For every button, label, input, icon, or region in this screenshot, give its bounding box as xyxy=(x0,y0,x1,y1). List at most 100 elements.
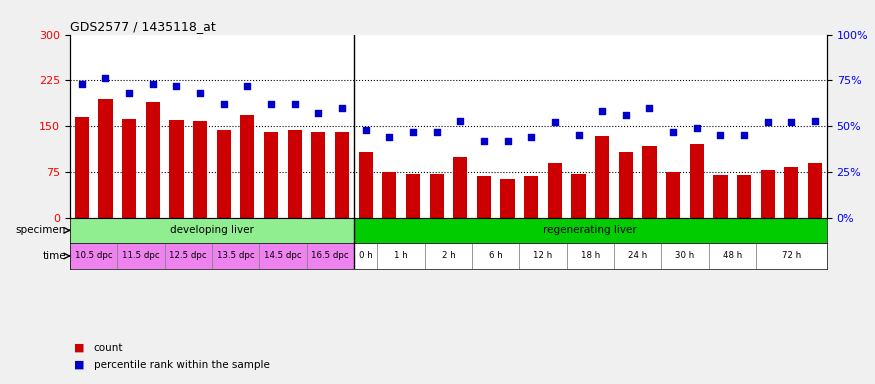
Bar xyxy=(217,130,231,218)
Bar xyxy=(264,132,278,218)
Bar xyxy=(713,175,727,218)
Bar xyxy=(430,174,444,218)
Bar xyxy=(241,115,255,218)
Bar xyxy=(335,132,349,218)
Text: 0 h: 0 h xyxy=(359,252,373,260)
Point xyxy=(146,81,160,87)
Bar xyxy=(170,120,184,218)
Text: 2 h: 2 h xyxy=(442,252,455,260)
Point xyxy=(382,134,396,140)
Point xyxy=(217,101,231,107)
Text: 24 h: 24 h xyxy=(628,252,648,260)
Bar xyxy=(354,243,377,269)
Bar xyxy=(784,167,799,218)
Point xyxy=(477,137,491,144)
Text: ■: ■ xyxy=(74,360,85,370)
Text: 12.5 dpc: 12.5 dpc xyxy=(170,252,207,260)
Point xyxy=(808,118,822,124)
Text: 72 h: 72 h xyxy=(781,252,801,260)
Bar xyxy=(548,163,562,218)
Bar xyxy=(737,175,751,218)
Bar xyxy=(212,243,259,269)
Bar xyxy=(98,99,113,218)
Text: developing liver: developing liver xyxy=(170,225,254,235)
Bar xyxy=(70,218,354,243)
Bar xyxy=(382,172,396,218)
Bar xyxy=(288,130,302,218)
Bar xyxy=(117,243,164,269)
Bar xyxy=(808,163,822,218)
Text: specimen: specimen xyxy=(16,225,66,235)
Point xyxy=(264,101,278,107)
Text: GDS2577 / 1435118_at: GDS2577 / 1435118_at xyxy=(70,20,216,33)
Point xyxy=(312,110,326,116)
Bar xyxy=(619,152,633,218)
Text: count: count xyxy=(94,343,123,353)
Point xyxy=(642,105,656,111)
Point xyxy=(737,132,751,138)
Bar xyxy=(145,102,160,218)
Bar xyxy=(666,172,680,218)
Point xyxy=(359,127,373,133)
Bar xyxy=(756,243,827,269)
Bar xyxy=(595,136,609,218)
Bar xyxy=(406,174,420,218)
Text: 10.5 dpc: 10.5 dpc xyxy=(75,252,113,260)
Text: 14.5 dpc: 14.5 dpc xyxy=(264,252,302,260)
Text: 1 h: 1 h xyxy=(395,252,408,260)
Bar xyxy=(164,243,212,269)
Point xyxy=(193,90,207,96)
Bar xyxy=(453,157,467,218)
Bar xyxy=(571,174,585,218)
Point xyxy=(666,129,680,135)
Point xyxy=(75,81,89,87)
Point xyxy=(760,119,774,126)
Point xyxy=(595,108,609,114)
Point xyxy=(548,119,562,126)
Point xyxy=(123,90,136,96)
Point xyxy=(571,132,585,138)
Text: 12 h: 12 h xyxy=(534,252,553,260)
Point xyxy=(713,132,727,138)
Bar xyxy=(377,243,424,269)
Point xyxy=(784,119,798,126)
Bar xyxy=(524,176,538,218)
Point xyxy=(99,75,113,81)
Bar xyxy=(477,176,491,218)
Point xyxy=(619,112,633,118)
Bar xyxy=(567,243,614,269)
Text: regenerating liver: regenerating liver xyxy=(543,225,637,235)
Point xyxy=(430,129,444,135)
Bar xyxy=(122,119,136,218)
Bar xyxy=(709,243,756,269)
Text: ■: ■ xyxy=(74,343,85,353)
Point xyxy=(500,137,514,144)
Bar xyxy=(614,243,662,269)
Bar xyxy=(193,121,207,218)
Point xyxy=(406,129,420,135)
Text: 16.5 dpc: 16.5 dpc xyxy=(312,252,349,260)
Point xyxy=(524,134,538,140)
Bar xyxy=(760,170,775,218)
Point xyxy=(690,125,704,131)
Text: 30 h: 30 h xyxy=(676,252,695,260)
Text: 6 h: 6 h xyxy=(489,252,502,260)
Bar xyxy=(642,146,656,218)
Bar xyxy=(520,243,567,269)
Text: 13.5 dpc: 13.5 dpc xyxy=(217,252,255,260)
Bar xyxy=(424,243,473,269)
Text: percentile rank within the sample: percentile rank within the sample xyxy=(94,360,270,370)
Bar xyxy=(70,243,117,269)
Bar xyxy=(74,117,89,218)
Text: 11.5 dpc: 11.5 dpc xyxy=(123,252,160,260)
Point xyxy=(335,105,349,111)
Bar xyxy=(473,243,520,269)
Bar xyxy=(500,179,514,218)
Bar xyxy=(312,132,326,218)
Point xyxy=(453,118,467,124)
Bar xyxy=(259,243,306,269)
Bar xyxy=(662,243,709,269)
Text: 48 h: 48 h xyxy=(723,252,742,260)
Point xyxy=(288,101,302,107)
Point xyxy=(170,83,184,89)
